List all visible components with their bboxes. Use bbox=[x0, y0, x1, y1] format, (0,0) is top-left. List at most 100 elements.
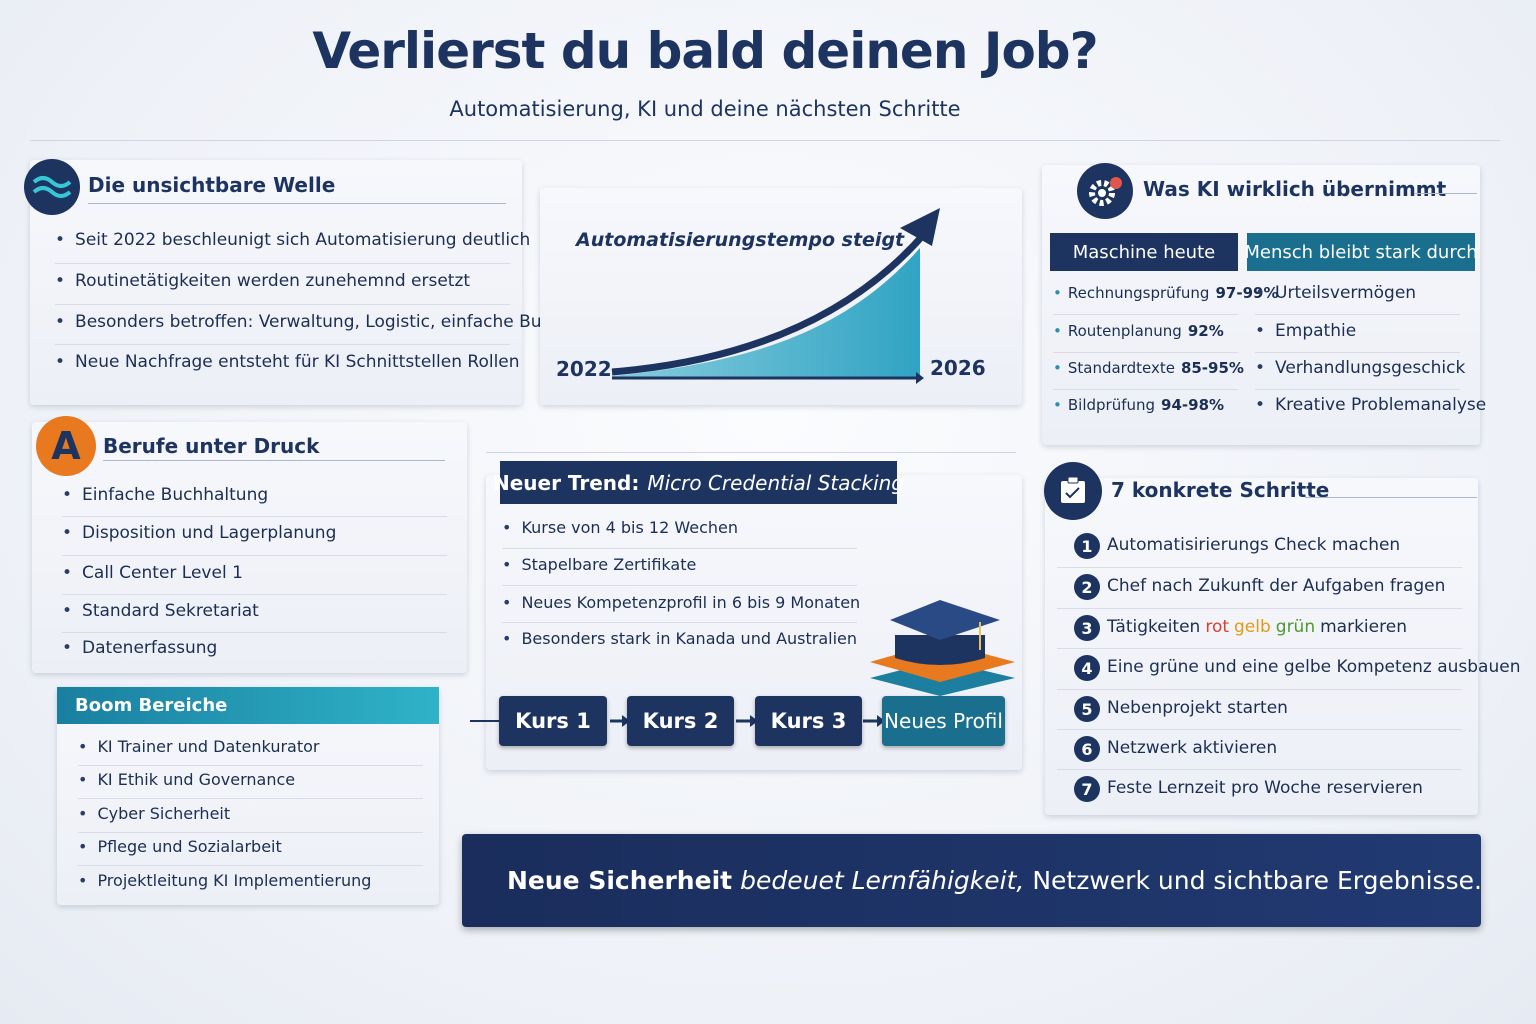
separator bbox=[502, 585, 857, 586]
list-item: Seit 2022 beschleunigt sich Automatisier… bbox=[55, 230, 530, 250]
list-item: Disposition und Lagerplanung bbox=[62, 523, 336, 543]
step-part: grün bbox=[1275, 617, 1316, 637]
separator bbox=[62, 516, 447, 517]
footer-rest: Netzwerk und sichtbare Ergebnisse. bbox=[1032, 866, 1482, 895]
section-title: Berufe unter Druck bbox=[103, 434, 320, 458]
separator bbox=[55, 262, 510, 264]
step-text: Automatisirierungs Check machen bbox=[1107, 535, 1400, 555]
human-header: Mensch bleibt stark durch bbox=[1244, 233, 1478, 271]
step-number: 4 bbox=[1074, 655, 1100, 681]
task: Bildprüfung bbox=[1067, 396, 1156, 414]
micro-header: Neuer Trend: Micro Credential Stacking bbox=[493, 461, 904, 504]
human-item: Urteilsvermögen bbox=[1255, 283, 1416, 303]
machine-item: Bildprüfung 94-98% bbox=[1053, 396, 1224, 414]
step-text: Tätigkeiten rot gelb grün markieren bbox=[1107, 617, 1407, 637]
separator bbox=[1255, 314, 1460, 315]
list-item: Standard Sekretariat bbox=[62, 601, 259, 621]
micro-label: Neuer Trend: bbox=[492, 470, 640, 495]
list-item: KI Trainer und Datenkurator bbox=[78, 737, 319, 756]
step-number: 7 bbox=[1074, 776, 1100, 802]
trend-curve bbox=[611, 230, 928, 376]
step-part: gelb bbox=[1234, 617, 1271, 637]
separator bbox=[78, 865, 423, 866]
list-item: Call Center Level 1 bbox=[62, 563, 243, 583]
step-text: Nebenprojekt starten bbox=[1107, 698, 1288, 718]
human-item: Kreative Problemanalyse bbox=[1255, 395, 1486, 415]
course-box: Kurs 3 bbox=[755, 696, 862, 746]
separator bbox=[1053, 351, 1238, 353]
chart-title: Automatisierungstempo steigt bbox=[574, 229, 905, 251]
list-item: KI Ethik und Governance bbox=[78, 770, 295, 789]
step-part: Tätigkeiten bbox=[1107, 617, 1201, 637]
path-graphic bbox=[470, 600, 1015, 727]
separator bbox=[1255, 388, 1460, 390]
separator bbox=[78, 831, 423, 833]
section-line bbox=[88, 203, 506, 204]
course-box: Neues Profil bbox=[882, 696, 1005, 746]
section-title: Die unsichtbare Welle bbox=[88, 173, 336, 197]
step-part: Chef nach Zukunft der Aufgaben fragen bbox=[1107, 576, 1446, 596]
step-number: 1 bbox=[1074, 533, 1100, 559]
step-number: 5 bbox=[1074, 696, 1100, 722]
step-part: Feste Lernzeit pro Woche reservieren bbox=[1107, 778, 1423, 798]
wave-icon bbox=[24, 159, 80, 215]
human-item: Verhandlungsgeschick bbox=[1255, 358, 1465, 378]
list-item: Besonders betroffen: Verwaltung, Logisti… bbox=[55, 312, 627, 332]
footer-emphasis: bedeuet Lernfähigkeit, bbox=[740, 866, 1025, 895]
separator bbox=[1057, 607, 1462, 609]
machine-item: Routenplanung 92% bbox=[1053, 322, 1224, 340]
separator bbox=[78, 764, 423, 766]
list-item: Neue Nachfrage entsteht für KI Schnittst… bbox=[55, 352, 520, 372]
separator bbox=[1053, 314, 1238, 315]
steps-panel bbox=[1045, 478, 1478, 815]
task: Rechnungsprüfung bbox=[1067, 284, 1210, 302]
separator bbox=[502, 622, 857, 623]
machine-header: Maschine heute bbox=[1050, 233, 1238, 271]
trend-graphic: Automatisierungstempo steigt 2022 2026 bbox=[556, 208, 986, 384]
list-item: Pflege und Sozialarbeit bbox=[78, 837, 281, 856]
step-part: Eine grüne und eine gelbe Kompetenz ausb… bbox=[1107, 657, 1521, 677]
step-text: Chef nach Zukunft der Aufgaben fragen bbox=[1107, 576, 1445, 596]
divider bbox=[30, 140, 1500, 141]
list-item: Neues Kompetenzprofil in 6 bis 9 Monaten bbox=[502, 593, 860, 612]
separator bbox=[62, 594, 447, 595]
list-item: Einfache Buchhaltung bbox=[62, 485, 268, 505]
section-line bbox=[1415, 193, 1477, 194]
separator bbox=[1057, 729, 1462, 730]
machine-item: Standardtexte 85-95% bbox=[1053, 359, 1244, 377]
gear-glyph bbox=[1089, 177, 1122, 206]
page-title: Verlierst du bald deinen Job? bbox=[312, 22, 1098, 80]
pressure-badge: A bbox=[36, 416, 96, 476]
separator bbox=[78, 798, 423, 799]
course-box: Kurs 1 bbox=[499, 696, 607, 746]
clipboard-glyph bbox=[1061, 476, 1085, 503]
clipboard-icon bbox=[1044, 462, 1102, 520]
course-box: Kurs 2 bbox=[627, 696, 734, 746]
micro-title: Micro Credential Stacking bbox=[647, 470, 905, 495]
separator bbox=[1053, 388, 1238, 390]
separator bbox=[62, 555, 447, 556]
trend-arrowhead bbox=[900, 208, 940, 246]
separator bbox=[502, 547, 857, 549]
separator bbox=[55, 303, 510, 305]
step-text: Netzwerk aktivieren bbox=[1107, 738, 1277, 758]
section-line bbox=[103, 460, 445, 461]
step-number: 6 bbox=[1074, 736, 1100, 762]
list-item: Datenerfassung bbox=[62, 638, 217, 658]
list-item: Cyber Sicherheit bbox=[78, 804, 230, 823]
separator bbox=[1057, 688, 1462, 690]
separator bbox=[62, 631, 447, 633]
start-label: 2022 bbox=[556, 357, 612, 381]
step-part: Nebenprojekt starten bbox=[1107, 698, 1288, 718]
boom-header: Boom Bereiche bbox=[57, 687, 439, 724]
task: Routenplanung bbox=[1067, 322, 1182, 340]
step-part: rot bbox=[1205, 617, 1230, 637]
axis-arrow bbox=[916, 372, 924, 384]
step-text: Feste Lernzeit pro Woche reservieren bbox=[1107, 778, 1423, 798]
page-subtitle: Automatisierung, KI und deine nächsten S… bbox=[449, 97, 961, 121]
list-item: Besonders stark in Kanada und Australien bbox=[502, 629, 857, 648]
section-title: Was KI wirklich übernimmt bbox=[1143, 177, 1447, 201]
section-title: 7 konkrete Schritte bbox=[1111, 478, 1330, 502]
separator bbox=[55, 344, 510, 345]
